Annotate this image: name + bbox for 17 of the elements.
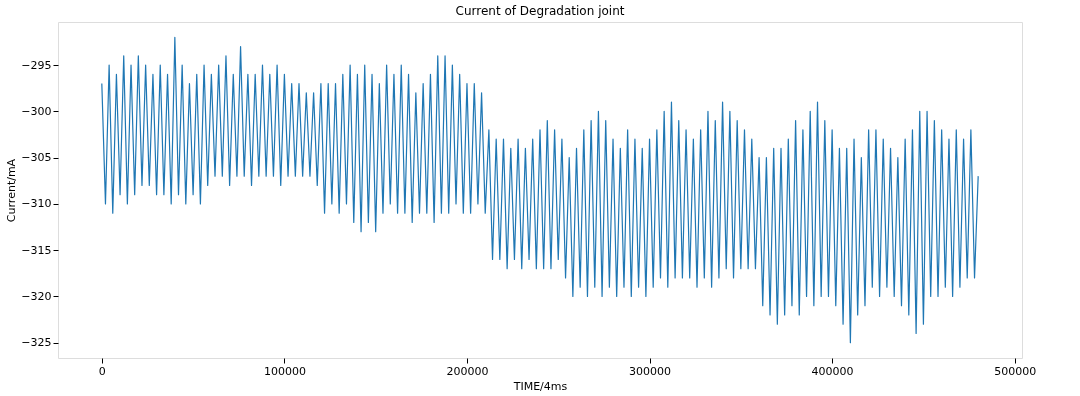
- chart-title: Current of Degradation joint: [455, 4, 625, 18]
- y-tick-label: −310: [21, 197, 52, 211]
- y-axis-title: Current/mA: [5, 158, 19, 223]
- x-tick-label: 200000: [446, 364, 489, 378]
- y-tick-label: −300: [21, 104, 52, 118]
- y-tick-label: −305: [21, 151, 52, 165]
- x-axis-title: TIME/4ms: [512, 379, 568, 393]
- line-series: [101, 36, 979, 344]
- x-tick-label: 400000: [811, 364, 854, 378]
- x-tick-label: 300000: [629, 364, 672, 378]
- x-tick-label: 100000: [263, 364, 306, 378]
- y-tick-label: −320: [21, 289, 52, 303]
- y-tick-label: −295: [21, 58, 52, 72]
- y-tick-label: −315: [21, 243, 52, 257]
- x-tick-label: 500000: [994, 364, 1037, 378]
- x-tick-label: 0: [98, 364, 106, 378]
- y-tick-label: −325: [21, 336, 52, 350]
